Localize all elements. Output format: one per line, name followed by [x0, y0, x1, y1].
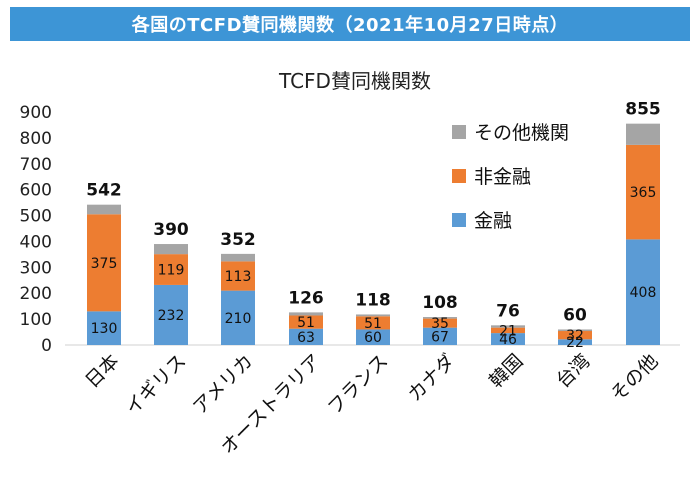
bar-total-label: 108 [422, 293, 458, 313]
segment-value-label: 232 [158, 308, 185, 324]
segment-value-label: 35 [431, 316, 449, 332]
y-tick-label: 800 [20, 129, 52, 149]
bar-total-label: 126 [288, 288, 324, 308]
category-label: 韓国 [485, 350, 527, 392]
segment-value-label: 22 [566, 335, 584, 351]
segment-value-label: 51 [297, 315, 315, 331]
segment-value-label: 51 [364, 316, 382, 332]
bar-segment-hikinyu [626, 144, 660, 240]
segment-value-label: 60 [364, 330, 382, 346]
bar-total-label: 390 [153, 220, 189, 240]
y-tick-label: 600 [20, 181, 52, 201]
bar-segment-kinyu [356, 329, 390, 345]
segment-value-label: 365 [630, 185, 657, 201]
y-tick-label: 900 [20, 103, 52, 123]
category-label: 日本 [81, 350, 123, 392]
legend-swatch [452, 213, 466, 227]
bar-total-label: 60 [563, 305, 587, 325]
bar-segment-other [626, 123, 660, 145]
banner-title: 各国のTCFD賛同機関数（2021年10月27日時点） [10, 7, 690, 41]
bar-segment-hikinyu [289, 315, 323, 329]
legend-label: 非金融 [474, 166, 531, 188]
category-label: アメリカ [189, 350, 258, 419]
bar-segment-hikinyu [221, 261, 255, 291]
bar-segment-other [289, 312, 323, 316]
segment-value-label: 21 [499, 323, 517, 339]
legend-swatch [452, 125, 466, 139]
bars-group [87, 123, 660, 345]
bar-total-label: 118 [355, 290, 391, 310]
bar-segment-kinyu [558, 339, 592, 345]
segment-value-label: 67 [431, 329, 449, 345]
y-tick-label: 500 [20, 207, 52, 227]
y-tick-label: 400 [20, 232, 52, 252]
bar-segment-kinyu [154, 284, 188, 345]
bar-segment-hikinyu [87, 214, 121, 312]
segment-value-label: 375 [91, 256, 118, 272]
bar-segment-hikinyu [423, 318, 457, 328]
segment-value-label: 210 [225, 311, 252, 327]
bar-segment-hikinyu [558, 331, 592, 340]
bar-segment-other [154, 244, 188, 255]
bar-segment-kinyu [491, 333, 525, 345]
bar-segment-hikinyu [356, 316, 390, 330]
bar-segment-hikinyu [491, 327, 525, 334]
segment-value-label: 63 [297, 330, 315, 346]
segment-value-label: 408 [630, 285, 657, 301]
bar-segment-kinyu [221, 290, 255, 345]
bar-segment-other [423, 317, 457, 319]
category-label: フランス [324, 350, 393, 419]
segment-value-label: 46 [499, 332, 517, 348]
bar-total-label: 855 [625, 100, 661, 120]
bar-segment-kinyu [626, 239, 660, 345]
bar-segment-other [491, 325, 525, 328]
category-label: 台湾 [552, 350, 594, 392]
y-tick-label: 100 [20, 310, 52, 330]
segment-value-label: 32 [566, 328, 584, 344]
category-label: イギリス [121, 350, 190, 419]
category-label: その他 [607, 350, 663, 406]
bar-total-label: 352 [220, 230, 256, 250]
segment-value-label: 119 [158, 263, 185, 279]
y-tick-label: 0 [41, 336, 52, 356]
bar-segment-hikinyu [154, 254, 188, 285]
y-tick-label: 300 [20, 258, 52, 278]
y-tick-label: 200 [20, 284, 52, 304]
segment-value-label: 130 [91, 321, 118, 337]
bar-total-label: 76 [496, 301, 520, 321]
y-tick-label: 700 [20, 155, 52, 175]
bar-segment-kinyu [87, 311, 121, 345]
legend-label: 金融 [474, 210, 512, 232]
chart-title: TCFD賛同機関数 [278, 69, 431, 93]
bar-segment-other [558, 329, 592, 332]
segment-value-label: 113 [225, 269, 252, 285]
bar-segment-kinyu [423, 327, 457, 345]
bar-segment-other [356, 314, 390, 317]
bar-total-label: 542 [86, 181, 122, 201]
legend-label: その他機関 [474, 122, 569, 144]
bar-segment-other [87, 204, 121, 215]
legend-swatch [452, 169, 466, 183]
bar-segment-kinyu [289, 328, 323, 345]
bar-segment-other [221, 253, 255, 262]
category-label: カナダ [404, 350, 460, 406]
